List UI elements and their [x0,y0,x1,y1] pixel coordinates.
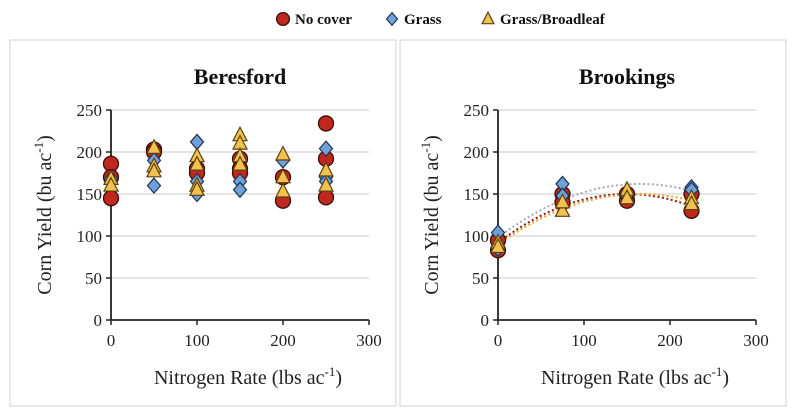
x-axis-label-end: ) [335,367,342,389]
data-point [232,155,248,171]
data-point [102,190,120,207]
y-tick-label: 250 [464,101,490,120]
data-point [146,138,162,154]
chart-title: Beresford [194,64,286,89]
data-point [554,201,571,217]
data-point [318,176,334,192]
legend: No cover Grass Grass/Broadleaf [275,10,606,28]
data-point [619,188,635,205]
data-point [275,145,291,161]
y-tick-label: 250 [77,101,103,120]
y-tick-label: 200 [77,143,103,162]
y-axis-label: Corn Yield (bu ac-1) [418,135,443,295]
x-tick-label: 0 [107,331,116,350]
x-tick-label: 300 [743,331,769,350]
chart-panel-brookings: Brookings 0 50 100 150 200 250 0 100 200 300 Nitrog… [399,39,787,407]
y-tick-label: 150 [77,185,103,204]
y-tick-label: 150 [464,185,490,204]
y-tick-label: 50 [85,269,102,288]
data-point [275,182,291,198]
y-tick-label: 0 [94,311,103,330]
data-point [317,189,335,206]
x-tick-label: 200 [270,331,296,350]
data-point [318,140,334,158]
data-point [554,193,571,209]
trendline-no-cover [497,192,692,244]
x-tick-label: 100 [184,331,210,350]
trendline-grass-broadleaf [497,193,692,246]
legend-label: No cover [295,12,352,28]
x-tick-label: 100 [571,331,597,350]
data-point [103,176,119,192]
series-grass-broadleaf [490,180,700,254]
legend-marker-triangle-icon [481,10,495,25]
panel-border [9,39,397,407]
trendline-grass [497,182,692,239]
legend-item: Grass [385,11,442,28]
chart-panel-beresford: Beresford 0 50 100 150 200 250 0 100 200 300 Nitrog… [9,39,397,407]
legend-marker-circle-icon [275,11,291,27]
series-grass-broadleaf [103,125,334,198]
y-axis-label-end: ) [34,135,56,142]
data-point [146,177,162,195]
legend-label: Grass [404,12,442,28]
x-axis-label-end: ) [722,367,729,389]
legend-marker-diamond-icon [385,11,399,27]
x-axis-label: Nitrogen Rate (lbs ac-1) [154,364,342,389]
data-point [683,194,700,211]
data-point [146,162,162,178]
chart-title: Brookings [579,64,676,89]
data-point [189,180,205,196]
y-axis-label-end: ) [421,135,443,142]
y-tick-label: 200 [464,143,490,162]
y-tick-label: 100 [77,227,103,246]
data-point [102,155,120,172]
x-axis-label-sup: -1 [711,364,722,379]
y-tick-label: 0 [481,311,490,330]
data-point [490,237,506,254]
legend-label: Grass/Broadleaf [500,12,606,28]
x-axis-label-sup: -1 [324,364,335,379]
legend-item: No cover [275,11,352,28]
legend-item: Grass/Broadleaf [481,10,606,28]
y-axis-label-sup: -1 [418,142,433,153]
x-tick-label: 0 [494,331,503,350]
data-point [232,181,248,199]
y-tick-label: 100 [464,227,490,246]
data-point [317,115,335,132]
data-point [318,161,334,177]
data-point [189,155,205,171]
x-axis-label: Nitrogen Rate (lbs ac-1) [541,364,729,389]
x-tick-label: 200 [657,331,683,350]
x-tick-label: 300 [356,331,382,350]
y-tick-label: 50 [472,269,489,288]
y-axis-label: Corn Yield (bu ac-1) [31,135,56,295]
y-axis-label-sup: -1 [31,142,46,153]
panel-border [399,39,787,407]
